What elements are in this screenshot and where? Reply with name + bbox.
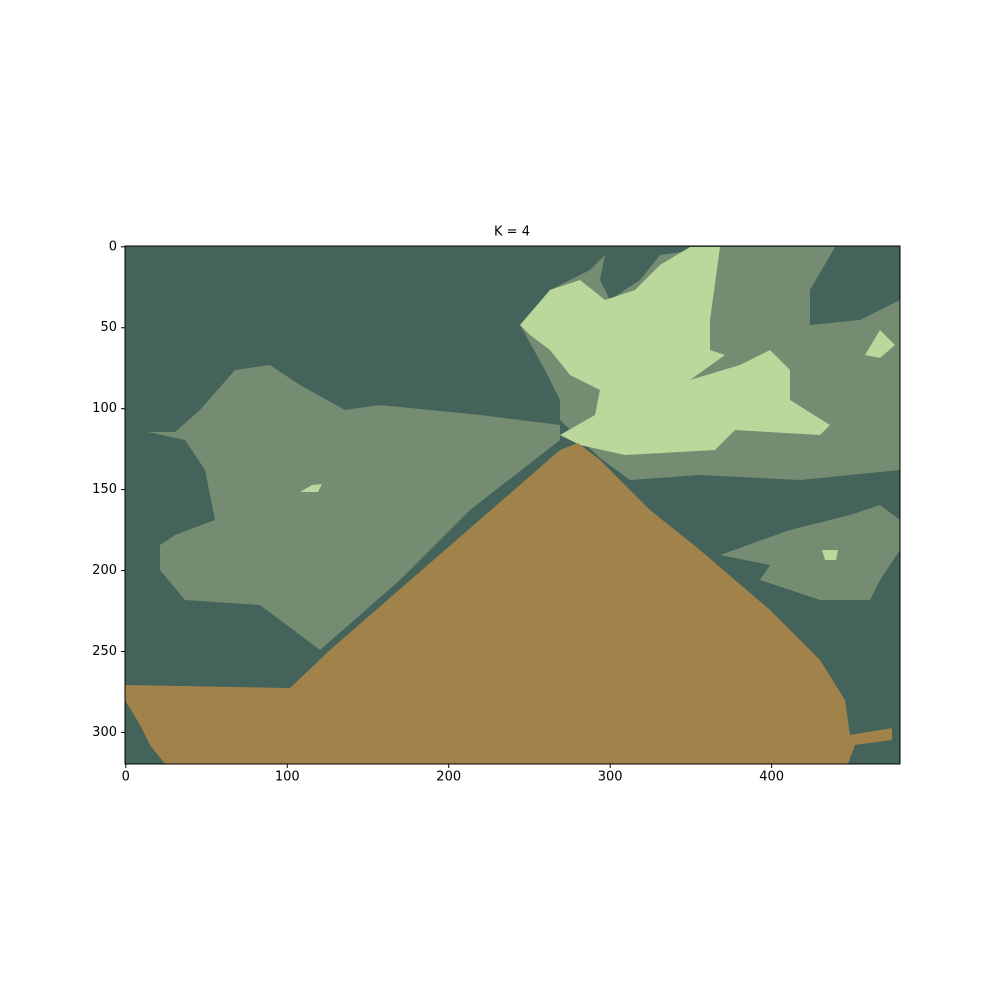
- x-tick-label: 400: [759, 770, 784, 785]
- x-tick-label: 300: [598, 770, 623, 785]
- segment-region: [720, 505, 900, 600]
- chart-title: K = 4: [494, 225, 530, 240]
- segment-region: [300, 484, 322, 492]
- segment-region: [822, 550, 838, 560]
- y-tick-label: 150: [92, 482, 117, 497]
- segment-region: [865, 330, 895, 358]
- y-tick-label: 0: [109, 239, 117, 254]
- segmented-image: [125, 246, 900, 764]
- y-tick-label: 100: [92, 401, 117, 416]
- y-tick-label: 300: [92, 725, 117, 740]
- x-tick-label: 100: [275, 770, 300, 785]
- axes-frame: [124, 245, 901, 765]
- x-tick-label: 200: [436, 770, 461, 785]
- segment-region: [520, 247, 830, 455]
- segment-region: [148, 365, 560, 650]
- y-tick-label: 250: [92, 644, 117, 659]
- segment-region: [125, 443, 892, 764]
- y-tick-label: 200: [92, 563, 117, 578]
- y-tick-label: 50: [100, 320, 117, 335]
- x-tick-label: 0: [122, 770, 130, 785]
